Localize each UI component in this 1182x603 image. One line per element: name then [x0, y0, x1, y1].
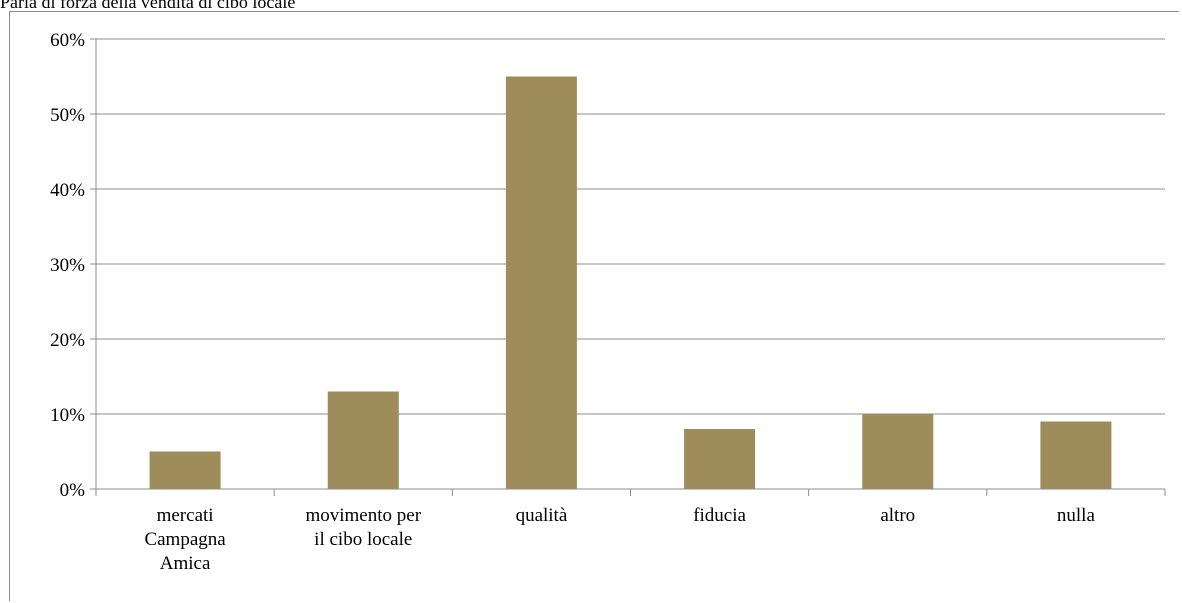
axes — [90, 38, 1166, 496]
y-tick-label: 10% — [50, 405, 85, 426]
y-tick-label: 40% — [50, 180, 85, 201]
bar — [684, 429, 756, 489]
x-tick-label: fiducia — [693, 505, 746, 526]
gridlines — [96, 38, 1165, 415]
bar — [862, 414, 934, 489]
x-tick-label: nulla — [1057, 505, 1096, 526]
x-tick-label: qualità — [516, 505, 568, 526]
x-tick-label: movimento per il cibo locale — [305, 505, 421, 550]
chart-title: Parla di forza della vendita di cibo loc… — [0, 0, 296, 12]
bar — [327, 391, 399, 489]
y-tick-label: 20% — [50, 330, 85, 351]
bars — [149, 76, 1112, 489]
x-tick-label: altro — [880, 505, 915, 526]
y-tick-label: 0% — [60, 480, 86, 501]
bar — [1040, 421, 1112, 489]
labels: 0% 10% 20% 30% 40% 50% 60% mercati Campagna Amica… — [50, 30, 1095, 574]
bar — [149, 451, 221, 489]
y-tick-label: 30% — [50, 255, 85, 276]
y-tick-label: 50% — [50, 105, 85, 126]
chart-frame — [9, 11, 1179, 601]
x-tick-label: mercati Campagna Amica — [144, 505, 226, 574]
y-tick-label: 60% — [50, 30, 85, 51]
bar — [505, 76, 577, 489]
